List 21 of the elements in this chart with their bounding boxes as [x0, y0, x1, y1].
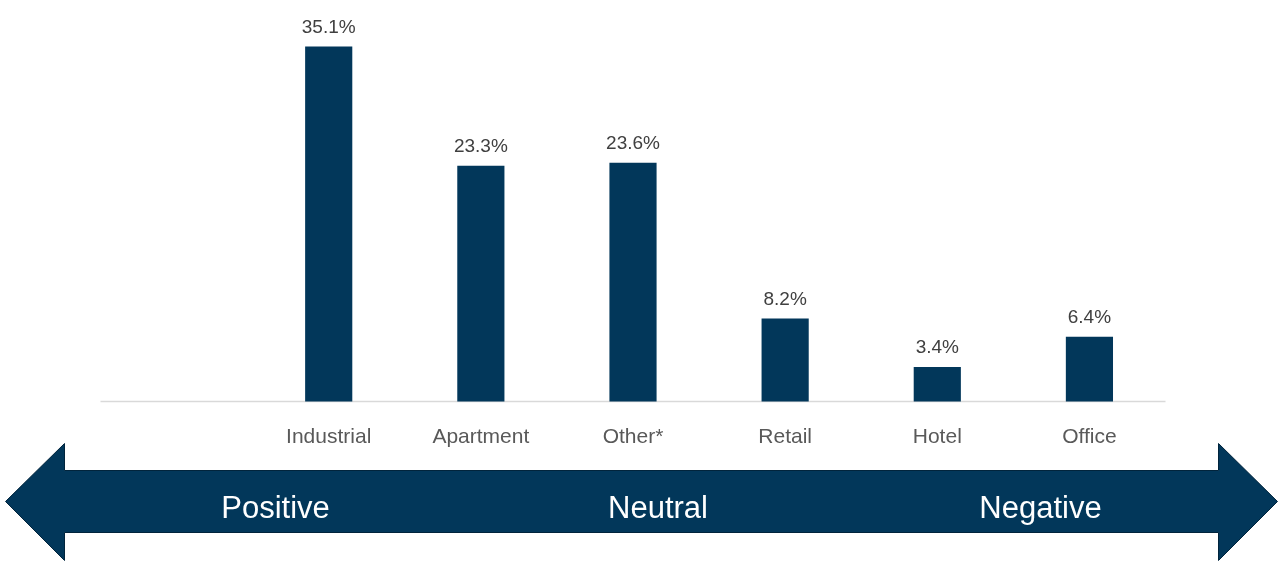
bar	[761, 318, 809, 402]
text: Neutral	[608, 490, 708, 525]
bar	[1065, 336, 1114, 402]
data-label: 8.2%	[763, 287, 807, 309]
data-label: 23.6%	[606, 131, 661, 153]
data-label: 6.4%	[1067, 305, 1112, 327]
text: Positive	[221, 490, 330, 525]
data-label: 23.3%	[453, 134, 508, 156]
data-label: 35.1%	[301, 15, 356, 37]
text: Negative	[979, 490, 1102, 525]
x-tick-label: Retail	[758, 424, 812, 447]
bar	[913, 367, 961, 402]
bar	[609, 162, 657, 402]
x-tick-label: Office	[1062, 424, 1117, 447]
x-tick-label: Industrial	[286, 424, 372, 447]
bar	[305, 46, 353, 402]
x-tick-label: Other*	[602, 424, 664, 447]
x-tick-label: Apartment	[432, 424, 530, 447]
bar	[457, 165, 505, 402]
data-label: 3.4%	[915, 336, 960, 358]
x-tick-label: Hotel	[912, 424, 962, 447]
